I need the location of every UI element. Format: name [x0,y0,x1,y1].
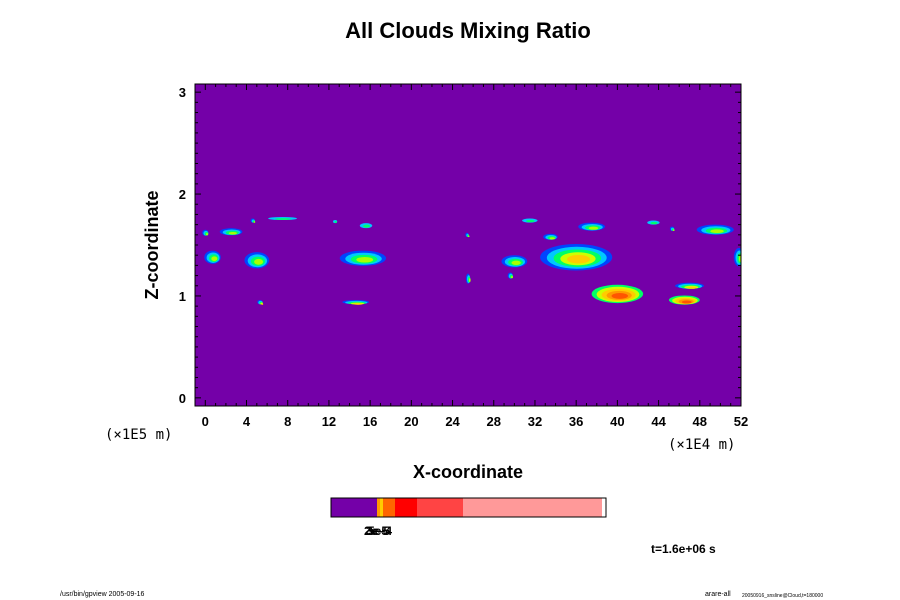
cloud-feature [342,300,370,305]
cloud-feature [507,272,513,279]
cloud-contour [650,221,658,225]
plot-background [195,84,741,406]
x-tick-label: 8 [284,414,291,429]
cloud-feature [522,218,538,223]
cloud-feature [733,248,741,267]
cloud-contour [261,303,264,305]
cloud-contour [353,303,363,305]
colorbar-segment [377,498,380,517]
cloud-feature [543,233,558,240]
colorbar-segment [417,498,463,517]
cloud-contour [467,235,470,238]
cloud-contour [738,255,741,263]
cloud-contour [356,256,374,263]
y-scale-label: (×1E5 m) [105,427,172,443]
time-label: t=1.6e+06 s [651,542,716,556]
cloud-feature [465,232,470,238]
cloud-feature [675,282,704,289]
colorbar-tick-label: 3e-5 [366,524,390,538]
x-tick-label: 12 [322,414,336,429]
x-scale-label: (×1E4 m) [668,437,735,453]
y-tick-label: 0 [179,391,186,406]
plot-area [194,83,742,407]
cloud-feature [501,255,528,268]
x-tick-label: 24 [445,414,460,429]
y-tick-label: 1 [179,289,186,304]
x-tick-label: 44 [651,414,666,429]
cloud-feature [250,218,256,223]
colorbar-tick-label: 5e-4 [368,524,392,538]
cloud-feature [591,284,644,304]
y-tick-label: 2 [179,187,186,202]
x-axis-label: X-coordinate [413,462,523,482]
cloud-contour [211,256,218,262]
cloud-contour [611,292,629,299]
cloud-feature [540,243,613,271]
cloud-contour [363,224,371,228]
cloud-contour [681,300,692,304]
plot-frame [194,83,742,407]
cloud-contour [567,254,591,264]
x-tick-label: 4 [243,414,251,429]
cloud-contour [588,226,599,230]
cloud-contour [549,237,555,240]
colorbar-segment [383,498,395,517]
x-tick-label: 28 [487,414,501,429]
cloud-feature [204,250,221,264]
y-axis-label: Z-coordinate [142,190,162,299]
cloud-feature [333,220,338,224]
x-tick-label: 52 [734,414,748,429]
cloud-contour [253,221,256,223]
colorbar-segment [395,498,417,517]
x-tick-label: 16 [363,414,377,429]
x-tick-label: 20 [404,414,418,429]
cloud-contour [511,260,521,266]
colorbar-segment [463,498,602,517]
cloud-contour [205,233,209,236]
cloud-contour [469,278,471,282]
cloud-feature [219,228,243,236]
cloud-contour [710,229,724,234]
colorbar-labels: 2e-53e-55e-4 [364,524,392,538]
colorbar-frame [330,497,607,518]
cloud-contour [672,229,675,231]
cloud-contour [511,275,513,279]
cloud-feature [696,224,734,235]
footer-right-b: 20050916_snsline@Cloud,t=180000 [742,593,823,599]
cloud-feature [202,229,209,236]
y-tick-labels: 0 1 2 3 [179,85,186,406]
cloud-contour [274,218,292,220]
x-tick-label: 32 [528,414,542,429]
colorbar-segment [380,498,383,517]
x-tick-labels: 0 4 8 12 16 20 24 28 32 36 40 44 48 52 [202,414,749,429]
x-tick-label: 48 [693,414,707,429]
cloud-contour [254,258,264,265]
cloud-feature [465,273,471,284]
cloud-feature [244,252,270,269]
chart-title: All Clouds Mixing Ratio [345,18,591,43]
cloud-contour [687,286,697,289]
cloud-contour [334,221,337,223]
colorbar-segment [331,498,377,517]
cloud-contour [525,219,535,223]
cloud-contour [228,231,237,235]
footer-left: /usr/bin/gpview 2005-09-16 [60,591,145,598]
footer-right-a: arare-all [705,591,731,598]
cloud-field [202,216,741,305]
x-tick-label: 36 [569,414,583,429]
x-tick-label: 0 [202,414,209,429]
cloud-feature [668,295,700,305]
colorbar [330,497,607,518]
x-tick-label: 40 [610,414,624,429]
colorbar-tick-label: 2e-5 [364,524,388,538]
cloud-feature [268,216,297,221]
cloud-feature [669,226,675,231]
cloud-feature [578,222,606,231]
cloud-feature [257,300,264,305]
y-tick-label: 3 [179,85,186,100]
cloud-feature [359,223,373,229]
cloud-feature [339,250,387,266]
cloud-feature [647,220,660,225]
